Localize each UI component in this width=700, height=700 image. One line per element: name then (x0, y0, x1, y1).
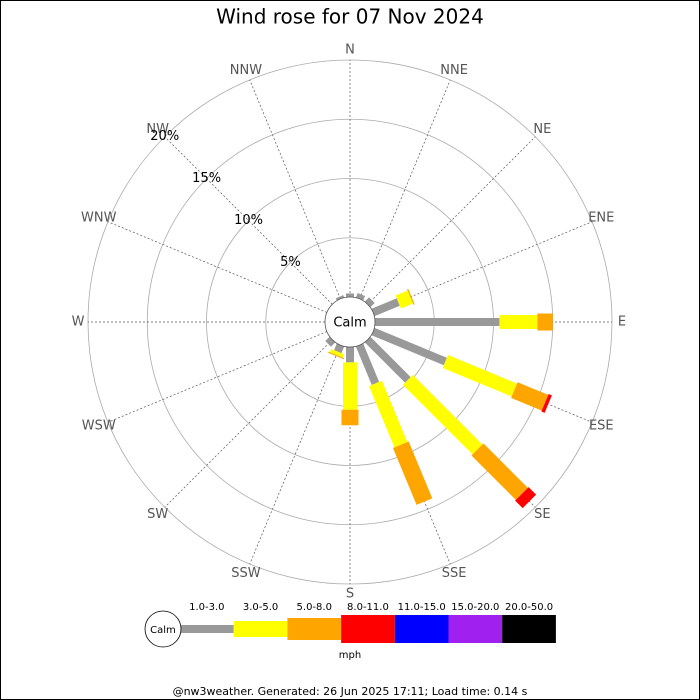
legend-swatch (233, 621, 288, 637)
ring-label: 15% (192, 171, 221, 186)
legend-label: 11.0-15.0 (398, 602, 446, 613)
spoke (372, 331, 593, 423)
direction-label: S (346, 587, 354, 602)
spoke (107, 221, 328, 313)
wind-bar (392, 441, 433, 505)
wind-bar (334, 343, 345, 354)
spoke (367, 136, 536, 305)
calm-label: Calm (333, 316, 366, 331)
legend-calm (144, 610, 182, 648)
legend-label: 3.0-5.0 (243, 602, 278, 613)
legend-swatch (341, 615, 395, 643)
spoke (359, 344, 451, 565)
spoke (359, 79, 451, 300)
direction-label: WSW (82, 419, 116, 434)
legend-swatch (180, 625, 234, 633)
direction-label: SSE (442, 566, 467, 581)
legend-swatch (448, 615, 503, 643)
direction-label: NW (146, 122, 169, 137)
legend-label: 5.0-8.0 (297, 602, 332, 613)
direction-label: NE (533, 122, 551, 137)
ring-label: 5% (280, 255, 301, 270)
direction-label: SW (147, 507, 168, 522)
wind-bar (471, 443, 528, 500)
direction-label: N (345, 43, 355, 58)
legend-label: 1.0-3.0 (189, 602, 224, 613)
legend-swatch (394, 615, 449, 643)
footer: @nw3weather. Generated: 26 Jun 2025 17:1… (173, 685, 528, 698)
legend-label: 15.0-20.0 (451, 602, 499, 613)
legend-label: 20.0-50.0 (505, 602, 553, 613)
legend-calm-label: Calm (150, 625, 176, 636)
wind-bar (364, 297, 375, 308)
ring-label: 20% (150, 129, 179, 144)
wind-bar (541, 393, 552, 413)
spoke (164, 136, 333, 305)
direction-label: SSW (231, 566, 261, 581)
legend-swatch (287, 618, 342, 640)
direction-label: ENE (588, 210, 614, 225)
direction-label: WNW (81, 210, 117, 225)
wind-bar (511, 382, 549, 411)
calm-circle (324, 296, 376, 348)
ring-label: 10% (234, 213, 263, 228)
direction-label: NNE (440, 63, 468, 78)
chart-title: Wind rose for 07 Nov 2024 (216, 5, 484, 29)
wind-bar (395, 290, 413, 309)
direction-label: SE (534, 507, 550, 522)
legend-label: 8.0-11.0 (347, 602, 389, 613)
wind-bar (355, 292, 366, 301)
wind-bar (329, 348, 345, 358)
direction-label: W (72, 315, 85, 330)
wind-bar (442, 355, 518, 397)
legend-unit: mph (339, 650, 361, 661)
spoke (249, 79, 341, 300)
direction-label: ESE (589, 419, 614, 434)
spoke (107, 331, 328, 423)
direction-label: E (618, 315, 626, 330)
spoke (249, 344, 341, 565)
wind-bar (402, 374, 483, 455)
spoke (372, 221, 593, 313)
wind-bar (515, 487, 537, 509)
wind-bar (371, 298, 400, 317)
legend-swatch (502, 615, 556, 643)
wind-bar (364, 336, 411, 383)
wind-bar (368, 380, 408, 448)
direction-label: NNW (230, 63, 262, 78)
wind-bar (325, 336, 336, 347)
spoke (164, 339, 333, 508)
wind-bar (355, 343, 380, 385)
wind-bar (371, 327, 447, 366)
